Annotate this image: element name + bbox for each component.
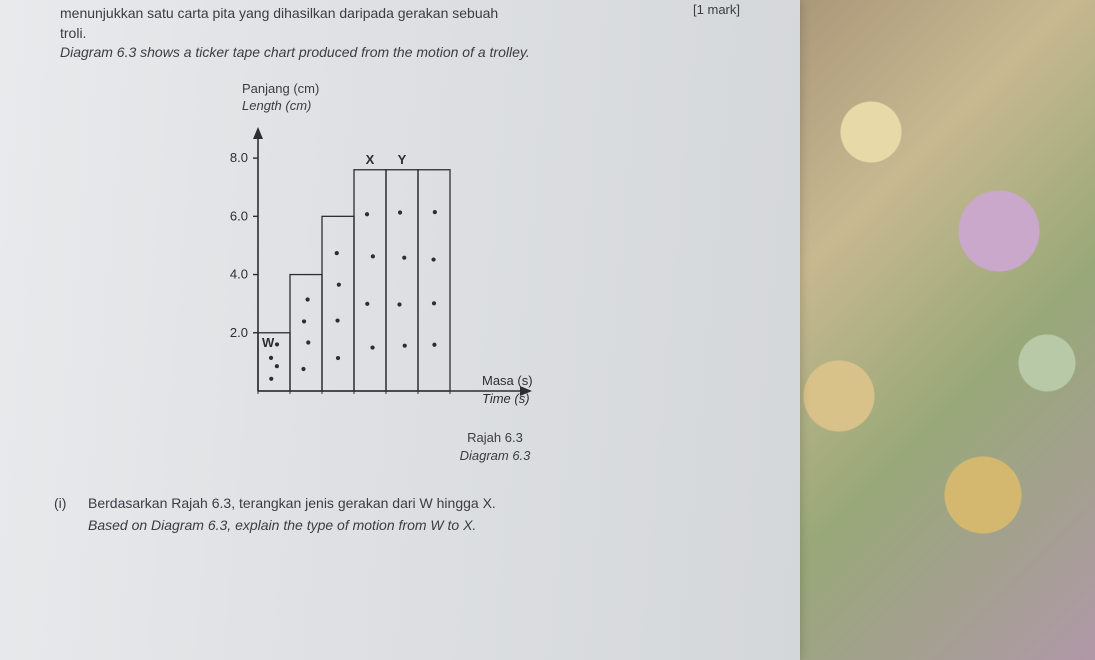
svg-text:2.0: 2.0: [230, 324, 248, 339]
ylabel-my: Panjang (cm): [242, 81, 319, 96]
svg-text:Masa (s): Masa (s): [482, 373, 533, 388]
svg-text:Y: Y: [398, 151, 407, 166]
svg-text:X: X: [366, 151, 375, 166]
ylabel-en: Length (cm): [242, 98, 311, 113]
background-pattern: [775, 0, 1095, 660]
figure-caption: Rajah 6.3 Diagram 6.3: [220, 429, 770, 465]
svg-text:Time (s): Time (s): [482, 391, 530, 406]
sub-question-i: (i) Berdasarkan Rajah 6.3, terangkan jen…: [60, 493, 770, 536]
y-axis-label: Panjang (cm) Length (cm): [242, 81, 770, 115]
svg-text:6.0: 6.0: [230, 208, 248, 223]
mark-allocation: [1 mark]: [693, 2, 740, 17]
svg-text:8.0: 8.0: [230, 150, 248, 165]
caption-en: Diagram 6.3: [460, 448, 531, 463]
chart-svg: 2.0 4.0 6.0 8.0 W X Y Masa (s) Time (s): [200, 115, 620, 415]
stem-en: Diagram 6.3 shows a ticker tape chart pr…: [60, 44, 530, 60]
question-number: (i): [54, 493, 66, 515]
caption-my: Rajah 6.3: [467, 430, 523, 445]
question-en: Based on Diagram 6.3, explain the type o…: [88, 517, 476, 533]
stem-my-1: menunjukkan satu carta pita yang dihasil…: [60, 5, 498, 21]
ticker-tape-chart: Panjang (cm) Length (cm) 2.0 4.0 6.0 8.0 W X Y…: [200, 81, 770, 415]
worksheet-page: [1 mark] menunjukkan satu carta pita yan…: [0, 0, 800, 660]
svg-text:W: W: [262, 334, 275, 349]
question-my: Berdasarkan Rajah 6.3, terangkan jenis g…: [88, 495, 496, 511]
stem-my-2: troli.: [60, 25, 86, 41]
question-stem: menunjukkan satu carta pita yang dihasil…: [60, 4, 770, 63]
svg-text:4.0: 4.0: [230, 266, 248, 281]
